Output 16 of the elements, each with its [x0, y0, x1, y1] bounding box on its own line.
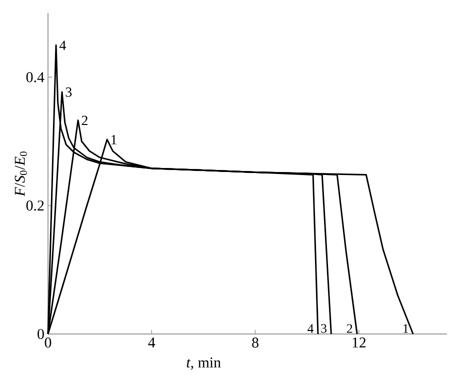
text: 4	[308, 324, 314, 333]
y-tick-label: 0.4	[26, 72, 44, 82]
y-tick-label: 0	[38, 328, 44, 340]
series-label: 4	[59, 40, 66, 50]
x-tick-label: 8	[252, 338, 258, 348]
series-label: 1	[404, 324, 408, 333]
x-tick-label: 12	[352, 338, 366, 348]
x-tick-label: 4	[148, 338, 156, 348]
text: 1	[111, 135, 116, 144]
x-tick-label: 0	[44, 338, 52, 348]
series-label: 2	[82, 116, 88, 126]
text: 3	[321, 324, 326, 333]
series-label: 3	[66, 87, 72, 97]
x-axis-title: t, min	[186, 358, 221, 370]
y-tick-label: 0.2	[26, 200, 44, 211]
text: 2	[346, 324, 352, 333]
